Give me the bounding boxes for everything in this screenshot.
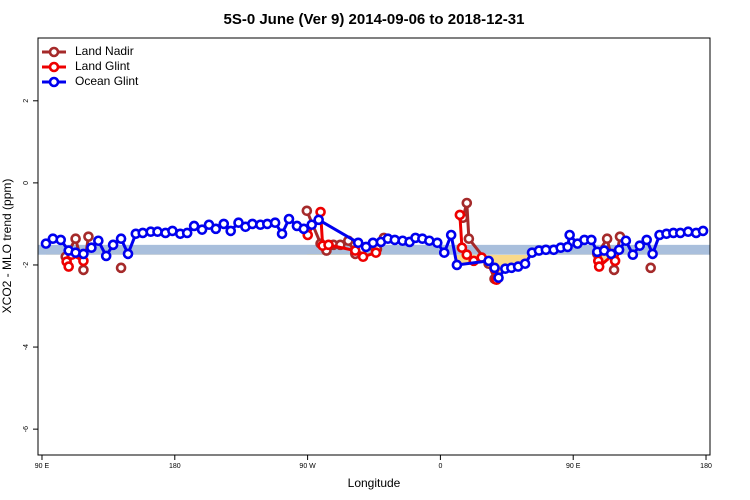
x-axis-label: Longitude — [348, 476, 401, 490]
data-point — [634, 240, 646, 251]
x-tick-label: 90 E — [566, 463, 581, 470]
data-point — [593, 261, 605, 272]
data-point — [562, 241, 573, 253]
y-tick-label: -4 — [23, 344, 30, 350]
x-tick-label: 0 — [438, 463, 442, 470]
data-point — [483, 255, 494, 267]
data-point — [196, 224, 208, 235]
data-point — [357, 251, 369, 263]
data-point — [456, 242, 468, 254]
y-tick-label: -2 — [23, 262, 30, 268]
data-point — [601, 233, 613, 245]
legend-marker — [48, 76, 60, 88]
legend-marker — [48, 61, 60, 73]
data-point — [519, 258, 531, 270]
data-point — [697, 225, 709, 237]
data-point — [298, 223, 310, 235]
data-point — [586, 234, 597, 246]
data-point — [276, 228, 288, 240]
data-point — [55, 234, 67, 246]
data-point — [100, 250, 112, 262]
data-point — [115, 262, 127, 274]
data-point — [78, 248, 89, 260]
data-point — [115, 233, 127, 245]
data-point — [137, 227, 149, 239]
data-point — [438, 247, 450, 258]
data-point — [641, 234, 652, 246]
data-point — [181, 227, 193, 239]
data-point — [608, 264, 620, 276]
data-point — [210, 223, 222, 235]
data-point — [152, 226, 163, 238]
data-point — [93, 235, 104, 247]
data-point — [463, 233, 475, 245]
data-point — [122, 248, 134, 260]
data-point — [493, 272, 504, 283]
data-point — [432, 237, 443, 249]
data-point — [86, 242, 97, 254]
data-point — [78, 264, 89, 276]
data-point — [647, 248, 658, 260]
data-point — [645, 262, 656, 274]
legend-marker — [48, 46, 60, 58]
y-tick-label: -6 — [23, 426, 30, 432]
data-point — [218, 218, 230, 230]
data-point — [605, 248, 617, 260]
y-axis-label: XCO2 - MLO trend (ppm) — [0, 179, 14, 314]
legend-label: Land Nadir — [75, 44, 134, 58]
data-point — [283, 213, 295, 225]
data-point — [454, 209, 466, 221]
x-tick-label: 180 — [169, 463, 181, 470]
data-point — [63, 261, 74, 272]
data-point — [313, 214, 324, 226]
data-point — [83, 231, 94, 242]
data-point — [107, 239, 119, 251]
data-point — [370, 247, 382, 258]
data-point — [489, 262, 500, 274]
y-tick-label: 2 — [23, 99, 30, 103]
data-point — [70, 233, 81, 245]
y-tick-label: 0 — [23, 181, 30, 185]
data-point — [301, 205, 313, 217]
legend-label: Land Glint — [75, 59, 130, 73]
data-point — [445, 229, 457, 241]
plot-frame — [37, 37, 711, 456]
data-point — [188, 220, 200, 232]
data-point — [620, 235, 632, 247]
x-tick-label: 180 — [700, 463, 712, 470]
data-point — [564, 229, 575, 241]
data-point — [306, 219, 318, 231]
x-tick-label: 90 E — [35, 463, 50, 470]
data-point — [225, 225, 237, 237]
x-tick-label: 90 W — [299, 463, 316, 470]
legend-label: Ocean Glint — [75, 74, 139, 88]
data-point — [613, 244, 625, 256]
data-point — [323, 239, 334, 251]
data-point — [40, 238, 52, 249]
data-point — [352, 237, 364, 249]
data-point — [461, 249, 473, 261]
data-point — [461, 197, 473, 209]
data-point — [627, 249, 639, 261]
data-point — [682, 226, 694, 238]
data-point — [269, 217, 281, 228]
data-point — [451, 259, 463, 271]
chart-title: 5S-0 June (Ver 9) 2014-09-06 to 2018-12-… — [223, 11, 524, 28]
